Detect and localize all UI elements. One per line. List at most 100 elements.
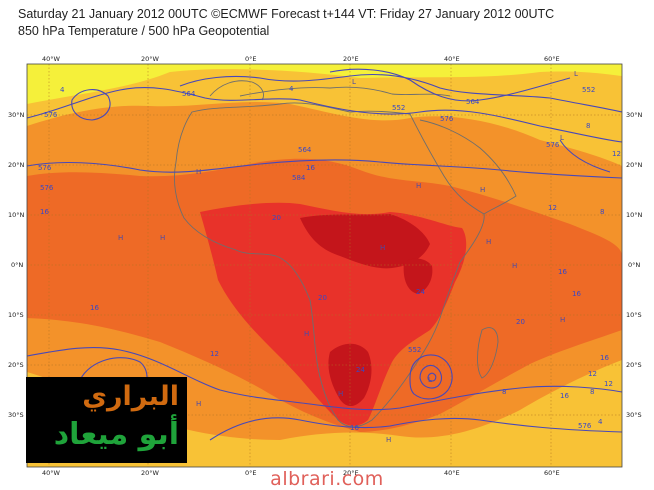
lon-label: 40°W (42, 469, 61, 477)
temperature-label: 8 (590, 388, 594, 396)
low-marker: L (352, 78, 356, 86)
geopotential-label: 552 (582, 86, 595, 94)
lat-label: 20°N (626, 161, 643, 169)
geopotential-label: 576 (546, 141, 560, 149)
graticule (27, 64, 622, 467)
temperature-label: 16 (90, 304, 99, 312)
temperature-field (27, 64, 622, 467)
lat-label: 30°S (626, 411, 642, 419)
high-marker: H (304, 330, 309, 338)
contour-576-south (27, 346, 622, 411)
iberia-coastline (209, 80, 264, 101)
map-frame (26, 63, 623, 468)
high-marker: H (480, 186, 485, 194)
contour-584-north (27, 159, 622, 179)
contour-552-north (329, 68, 571, 102)
lon-label: 40°E (444, 469, 460, 477)
low-marker: L (428, 376, 432, 384)
temperature-label: 4 (289, 85, 294, 93)
europe-coastline (239, 86, 451, 97)
lat-label: 10°N (626, 211, 643, 219)
geopotential-label: 552 (408, 346, 421, 354)
albrari-logo: البراري أبو ميعاد (26, 377, 187, 463)
geopotential-label: 576 (440, 115, 454, 123)
coastlines (173, 80, 517, 428)
latitude-labels-left: 30°N 20°N 10°N 0°N 10°S 20°S 30°S (8, 111, 25, 419)
temperature-label: 16 (558, 268, 567, 276)
lat-label: 0°N (628, 261, 640, 269)
temp-band-dark-red-north (300, 214, 430, 269)
high-marker: H (560, 316, 565, 324)
lon-label: 0°E (245, 55, 257, 63)
temperature-label: 4 (598, 418, 603, 426)
temperature-label: 16 (560, 392, 569, 400)
temperature-label: 16 (40, 208, 49, 216)
temp-band-dark-red-south (328, 343, 372, 407)
temperature-label: 16 (600, 354, 609, 362)
lat-label: 20°S (626, 361, 642, 369)
contour-576-east (559, 139, 611, 173)
forecast-title: Saturday 21 January 2012 00UTC ©ECMWF Fo… (18, 7, 555, 21)
geopotential-labels: 576 564 576 552 564 552 576 564 576 584 … (38, 86, 595, 430)
lat-label: 30°N (8, 111, 25, 119)
lon-label: 20°E (343, 469, 359, 477)
high-marker: H (160, 234, 165, 242)
lon-label: 20°W (141, 469, 160, 477)
lon-label: 40°W (42, 55, 61, 63)
geopotential-label: 584 (292, 174, 306, 182)
geopotential-label: 564 (182, 90, 196, 98)
contour-564-north (179, 74, 622, 113)
lat-label: 0°N (11, 261, 23, 269)
lat-label: 10°S (626, 311, 642, 319)
geopotential-label: 564 (298, 146, 312, 154)
longitude-labels-bottom: 40°W 20°W 0°E 20°E 40°E 60°E (42, 469, 560, 477)
contour-loop-atlantic (71, 89, 111, 121)
geopotential-label: 576 (40, 184, 54, 192)
temperature-label: 8 (502, 388, 506, 396)
latitude-labels-right: 30°N 20°N 10°N 0°N 10°S 20°S 30°S (626, 111, 643, 419)
lat-label: 20°S (8, 361, 24, 369)
geopotential-label: 564 (466, 98, 480, 106)
temperature-label: 12 (612, 150, 621, 158)
lat-label: 30°N (626, 111, 643, 119)
high-marker: H (386, 436, 391, 444)
lon-label: 40°E (444, 55, 460, 63)
high-marker: H (196, 168, 201, 176)
forecast-subtitle: 850 hPa Temperature / 500 hPa Geopotenti… (18, 24, 270, 38)
high-marker: H (380, 244, 385, 252)
lon-label: 0°E (245, 469, 257, 477)
lat-label: 10°N (8, 211, 25, 219)
longitude-labels-top: 40°W 20°W 0°E 20°E 40°E 60°E (42, 55, 560, 63)
low-marker: L (574, 70, 578, 78)
logo-text-albrari: البراري (82, 381, 179, 412)
temperature-label: 20 (272, 214, 281, 222)
contour-cutoff-low-inner (427, 372, 437, 382)
temperature-labels: 4 4 8 12 16 16 20 20 24 16 12 12 16 8 16… (40, 85, 621, 432)
temperature-label: 8 (600, 208, 604, 216)
site-watermark: albrari.com (270, 468, 384, 490)
lat-label: 20°N (8, 161, 25, 169)
logo-text-abu-meaad: أبو ميعاد (53, 417, 179, 452)
temperature-label: 12 (210, 350, 219, 358)
lat-label: 30°S (8, 411, 24, 419)
high-marker: H (416, 182, 421, 190)
temperature-label: 12 (588, 370, 597, 378)
high-marker: H (196, 400, 201, 408)
temperature-label: 20 (318, 294, 327, 302)
temperature-label: 24 (416, 288, 425, 296)
high-marker: H (338, 390, 343, 398)
contour-564-south (209, 417, 622, 441)
high-marker: H (118, 234, 123, 242)
temp-band-dark-red-east (403, 258, 433, 294)
lat-label: 10°S (8, 311, 24, 319)
temperature-label: 16 (306, 164, 315, 172)
lon-label: 20°W (141, 55, 160, 63)
geopotential-label: 576 (578, 422, 592, 430)
high-marker: H (512, 262, 517, 270)
lon-label: 60°E (544, 55, 560, 63)
contour-cutoff-low-outer (409, 354, 453, 400)
lon-label: 20°E (343, 55, 359, 63)
contour-cutoff-low-mid (419, 364, 443, 389)
geopotential-label: 576 (44, 111, 58, 119)
